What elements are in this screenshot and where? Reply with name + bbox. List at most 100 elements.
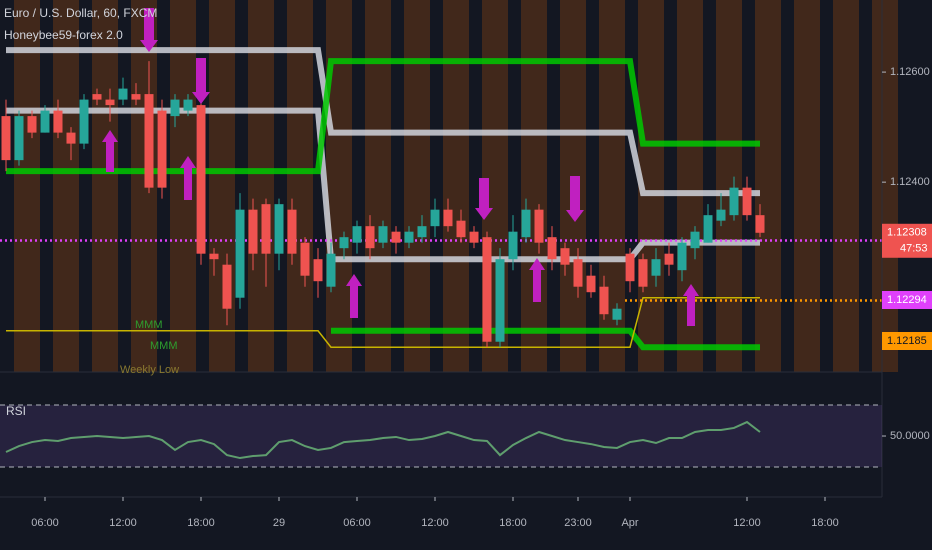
y-tick-label: 1.12400 <box>890 176 930 188</box>
annotation: MMM <box>135 319 163 331</box>
candles <box>1 61 765 348</box>
candle-body <box>79 99 89 144</box>
last-price-bg <box>882 223 932 258</box>
rsi-pane: 50.0000 <box>0 404 930 468</box>
level-line <box>6 107 760 263</box>
candle-body <box>664 253 674 265</box>
signal-up <box>529 258 545 302</box>
rsi-tick-label: 50.0000 <box>890 430 930 442</box>
session-stripe <box>14 0 40 372</box>
candle-body <box>131 94 141 100</box>
x-tick-label: 18:00 <box>499 517 527 529</box>
x-tick-label: 23:00 <box>564 517 592 529</box>
x-tick-label: 06:00 <box>343 517 371 529</box>
x-tick-label: 18:00 <box>811 517 839 529</box>
rsi-title: RSI <box>6 404 26 418</box>
rsi-band <box>0 404 882 468</box>
candle-body <box>287 209 297 254</box>
candle-body <box>53 110 63 133</box>
candle-body <box>144 94 154 188</box>
candle-body <box>690 231 700 249</box>
candle-body <box>560 248 570 265</box>
price-line-label: 1.12294 <box>887 294 927 306</box>
last-price: 1.12308 <box>887 227 927 239</box>
candle-body <box>365 226 375 249</box>
indicator-levels <box>6 47 760 351</box>
candle-body <box>14 116 24 161</box>
candle-body <box>469 231 479 243</box>
indicator-name: Honeybee59-forex 2.0 <box>4 28 123 42</box>
candle-body <box>521 209 531 238</box>
candle-body <box>391 231 401 243</box>
price-line-label: 1.12185 <box>887 335 927 347</box>
signal-down <box>192 58 210 104</box>
candle-body <box>729 187 739 216</box>
candle-body <box>378 226 388 243</box>
signal-up <box>346 274 362 318</box>
candle-body <box>638 259 648 287</box>
signal-down <box>566 176 584 222</box>
level-line <box>331 327 760 351</box>
candle-body <box>352 226 362 243</box>
candle-body <box>443 209 453 227</box>
session-stripe <box>521 0 547 372</box>
candle-body <box>105 99 115 106</box>
session-stripe <box>833 0 859 372</box>
session-stripe <box>404 0 430 372</box>
session-stripe <box>53 0 79 372</box>
level-line <box>6 58 760 175</box>
candle-body <box>92 94 102 100</box>
signal-up <box>683 284 699 326</box>
candle-body <box>222 264 232 309</box>
session-stripes <box>14 0 898 372</box>
candle-body <box>703 215 713 243</box>
candle-body <box>456 220 466 238</box>
session-stripe <box>716 0 742 372</box>
candle-body <box>677 242 687 271</box>
candle-body <box>261 204 271 254</box>
price-line-label-bg <box>882 332 932 350</box>
candle-body <box>755 215 765 233</box>
session-stripe <box>92 0 118 372</box>
candle-body <box>573 259 583 287</box>
candle-body <box>599 286 609 315</box>
session-stripe <box>209 0 235 372</box>
countdown: 47:53 <box>900 243 928 255</box>
x-tick-label: 29 <box>273 517 285 529</box>
candle-body <box>508 231 518 260</box>
candle-body <box>742 187 752 216</box>
candle-body <box>495 259 505 342</box>
level-line <box>6 296 760 348</box>
signal-arrows <box>102 8 699 326</box>
candle-body <box>209 253 219 260</box>
candle-body <box>612 308 622 320</box>
candle-body <box>482 237 492 342</box>
annotation: Weekly Low <box>120 364 179 376</box>
candle-body <box>1 116 11 161</box>
candle-body <box>339 237 349 249</box>
candle-body <box>196 105 206 254</box>
candle-body <box>248 209 258 254</box>
candle-body <box>274 204 284 254</box>
candle-body <box>183 99 193 111</box>
level-line <box>6 47 760 197</box>
signal-down <box>475 178 493 220</box>
candle-body <box>170 99 180 117</box>
candle-body <box>326 253 336 287</box>
session-stripe <box>794 0 820 372</box>
signal-up <box>102 130 118 172</box>
candle-body <box>313 259 323 282</box>
candle-body <box>27 116 37 133</box>
candle-body <box>586 275 596 293</box>
x-tick-label: 06:00 <box>31 517 59 529</box>
candle-body <box>66 132 76 144</box>
session-stripe <box>872 0 898 372</box>
session-stripe <box>248 0 274 372</box>
candle-body <box>547 237 557 260</box>
x-tick-label: 12:00 <box>109 517 137 529</box>
session-stripe <box>326 0 352 372</box>
x-tick-label: 12:00 <box>733 517 761 529</box>
session-stripe <box>287 0 313 372</box>
